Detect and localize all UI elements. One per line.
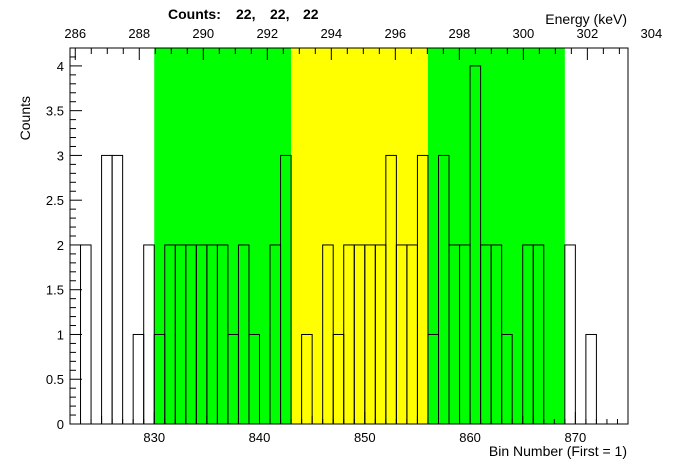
y-tick-label: 3.5 [46,104,64,119]
region-right-background [427,48,565,424]
y-tick-label: 0 [57,417,64,432]
energy-tick-label: 304 [641,26,663,41]
y-tick-label: 1.5 [46,283,64,298]
x-tick-label: 830 [143,430,165,445]
histogram-bar [585,333,597,425]
energy-tick-label: 300 [512,26,534,41]
histogram-bar [564,244,576,425]
x-tick-label: 870 [565,430,587,445]
energy-tick-label: 288 [128,26,150,41]
histogram-bar [132,333,145,425]
y-tick-label: 3 [57,148,64,163]
y-tick-label: 4 [57,59,64,74]
energy-tick-label: 292 [256,26,278,41]
counts-value-right: 22 [303,6,319,22]
region-layer [154,48,565,424]
y-tick-label: 0.5 [46,372,64,387]
x-tick-label: 850 [354,430,376,445]
energy-tick-label: 298 [448,26,470,41]
x-axis-label: Bin Number (First = 1) [489,443,627,459]
x-tick-label: 840 [249,430,271,445]
x-tick-label: 860 [459,430,481,445]
histogram-bar [143,244,155,425]
histogram-bar [80,244,92,425]
energy-tick-label: 302 [577,26,599,41]
histogram-bar [101,154,113,425]
y-tick-label: 2.5 [46,193,64,208]
x-axis: 830 840 850 860 870 [80,412,629,445]
y-axis-label: Counts [17,96,33,140]
region-left-background [154,48,292,424]
histogram-bar [111,154,124,425]
counts-label: Counts: [168,6,221,22]
region-peak [291,48,428,424]
energy-tick-label: 286 [64,26,86,41]
energy-tick-label: 294 [320,26,342,41]
y-tick-label: 2 [57,238,64,253]
counts-value-left: 22, [236,6,255,22]
y-tick-label: 1 [57,327,64,342]
energy-tick-label: 296 [384,26,406,41]
energy-tick-label: 290 [192,26,214,41]
energy-axis: 286 288 290 292 294 296 298 300 302 304 [64,26,662,60]
energy-axis-label: Energy (keV) [545,11,627,27]
y-axis: 0 0.5 1 1.5 2 2.5 3 3.5 4 [46,47,82,432]
counts-value-peak: 22, [270,6,289,22]
